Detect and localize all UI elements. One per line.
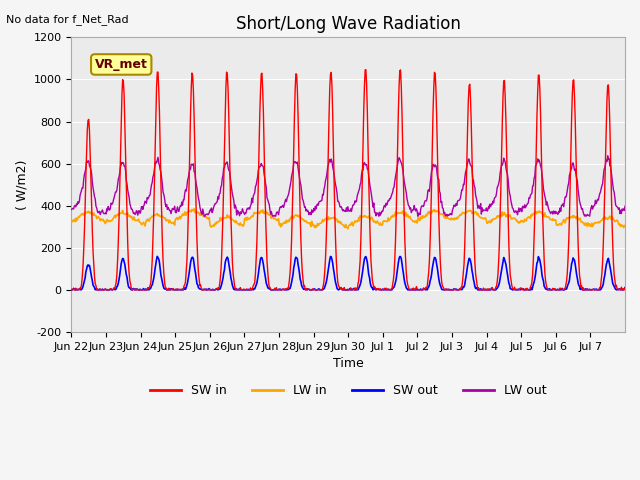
Text: VR_met: VR_met (95, 58, 148, 71)
Text: No data for f_Net_Rad: No data for f_Net_Rad (6, 14, 129, 25)
Title: Short/Long Wave Radiation: Short/Long Wave Radiation (236, 15, 461, 33)
Y-axis label: ( W/m2): ( W/m2) (15, 159, 28, 210)
X-axis label: Time: Time (333, 357, 364, 370)
Legend: SW in, LW in, SW out, LW out: SW in, LW in, SW out, LW out (145, 379, 552, 402)
